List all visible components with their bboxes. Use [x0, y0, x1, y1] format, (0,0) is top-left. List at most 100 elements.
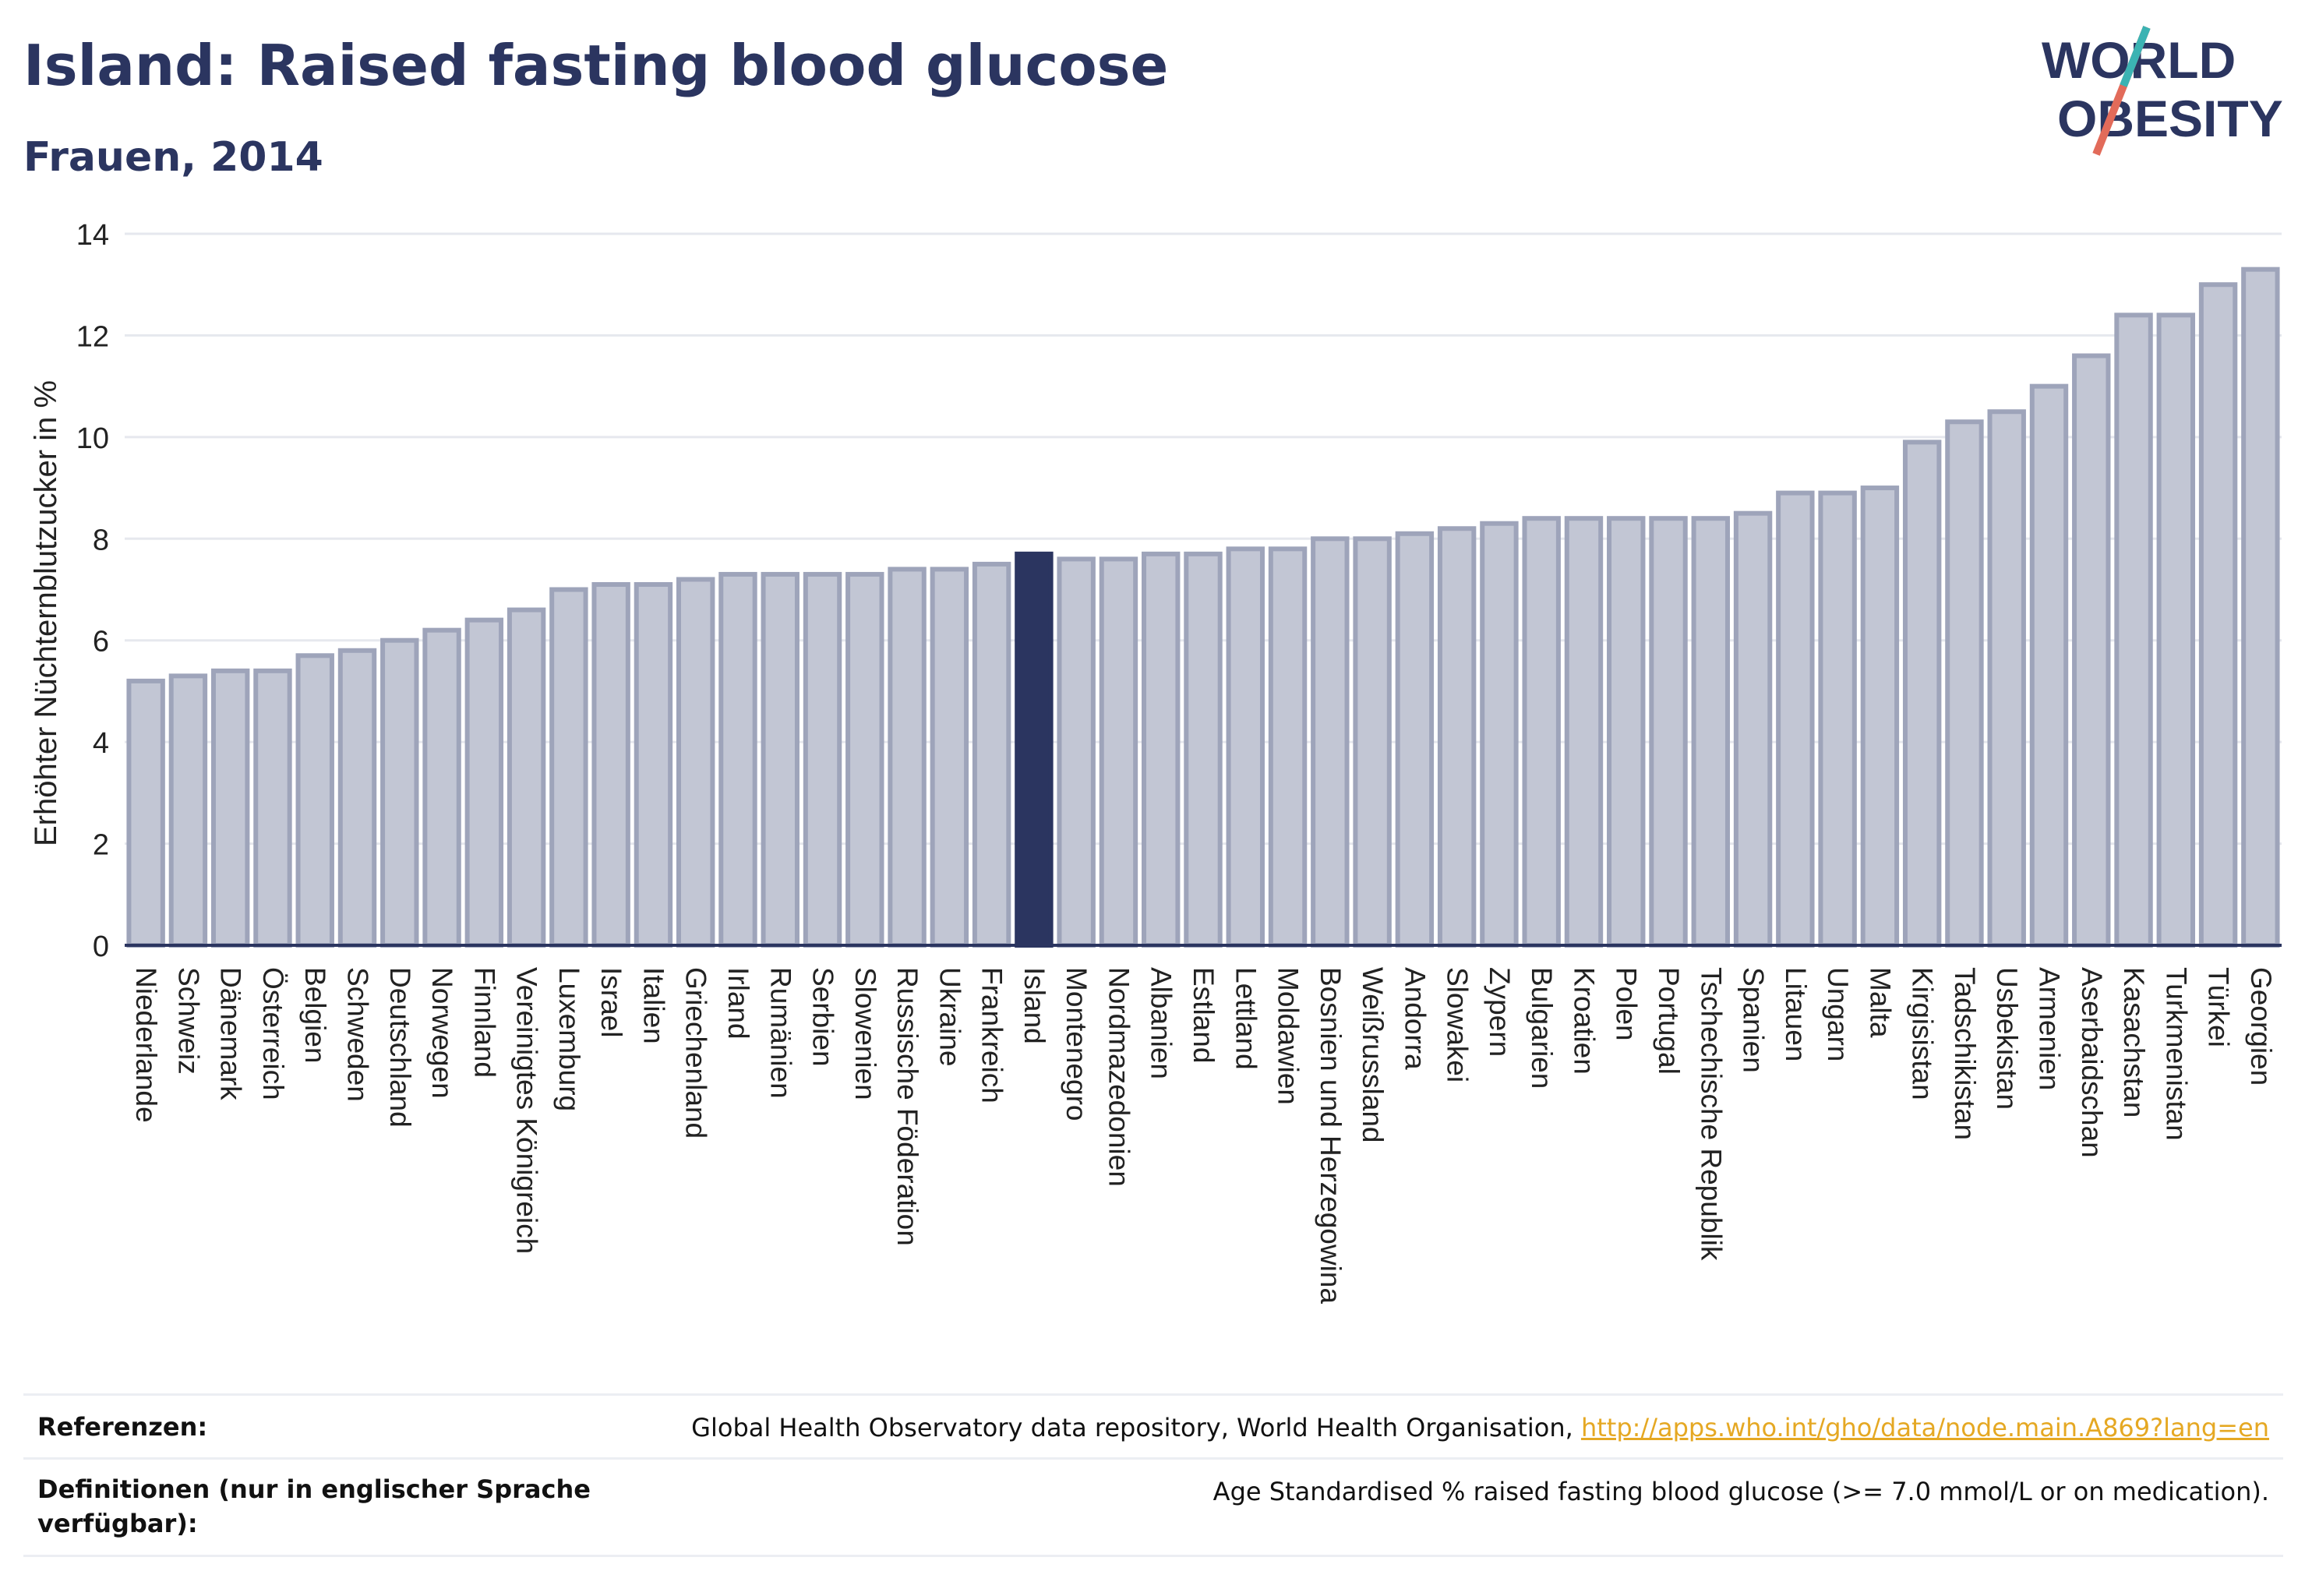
x-tick-label: Malta — [1864, 967, 1896, 1038]
y-tick-label: 4 — [93, 727, 109, 760]
bar — [507, 607, 546, 948]
references-link[interactable]: http://apps.who.int/gho/data/node.main.A… — [1580, 1413, 2269, 1442]
bar — [1353, 536, 1392, 948]
bar — [168, 673, 208, 948]
bar — [253, 668, 292, 948]
bar — [1057, 556, 1096, 948]
bar — [1607, 516, 1646, 948]
x-tick-label: Kroatien — [1568, 967, 1600, 1075]
definitions-label: Definitionen (nur in englischer Sprache … — [37, 1474, 591, 1538]
bar — [1099, 556, 1138, 948]
world-obesity-logo: WORLD OBESITY — [2042, 26, 2283, 156]
logo-line2: OBESITY — [2057, 90, 2283, 147]
x-tick-label: Estland — [1188, 967, 1220, 1063]
bar — [1987, 409, 2026, 948]
definitions-value: Age Standardised % raised fasting blood … — [1213, 1477, 2269, 1506]
bar — [718, 571, 757, 948]
x-tick-label: Deutschland — [384, 967, 416, 1128]
x-tick-label: Luxemburg — [553, 967, 585, 1111]
y-tick-label: 0 — [93, 930, 109, 963]
bar — [972, 561, 1011, 948]
bar — [1226, 546, 1265, 948]
x-tick-label: Zypern — [1484, 967, 1516, 1057]
bar — [337, 648, 377, 948]
bar — [888, 567, 927, 948]
bar — [1564, 516, 1604, 948]
bar — [1015, 551, 1054, 948]
bar — [1776, 490, 1815, 948]
bar — [210, 668, 250, 948]
logo-slash-teal — [2120, 26, 2151, 87]
x-tick-label: Niederlande — [130, 967, 162, 1123]
y-axis-label: Erhöhter Nüchternblutzucker in % — [29, 380, 63, 846]
bar — [930, 567, 969, 948]
bar — [1395, 531, 1435, 948]
x-tick-label: Lettland — [1230, 967, 1262, 1070]
x-tick-label: Rumänien — [764, 967, 796, 1099]
bar — [1818, 490, 1857, 948]
bar — [1268, 546, 1308, 948]
x-tick-label: Polen — [1611, 967, 1643, 1041]
bar — [464, 617, 504, 948]
x-tick-label: Slowenien — [849, 967, 881, 1100]
x-tick-label: Russische Föderation — [891, 967, 923, 1246]
bar — [761, 571, 800, 948]
x-tick-label: Irland — [722, 967, 754, 1040]
references-row: Referenzen: Global Health Observatory da… — [23, 1393, 2283, 1460]
bar-chart: 0 2 4 6 8 10 12 14 Niederlande Schweiz Dänemark Öst… — [29, 219, 2282, 1304]
bar — [634, 581, 673, 948]
chart-title: Island: Raised fasting blood glucose — [23, 33, 1169, 98]
bar — [549, 587, 588, 948]
references-label: Referenzen: — [37, 1412, 208, 1442]
x-tick-label: Dänemark — [215, 967, 247, 1100]
y-tick-label: 2 — [93, 829, 109, 862]
x-tick-label: Andorra — [1399, 967, 1431, 1070]
bar — [295, 653, 334, 948]
axes: 0 2 4 6 8 10 12 14 Niederlande Schweiz Dänemark Öst… — [76, 219, 2282, 1304]
x-tick-label: Italien — [637, 967, 669, 1044]
bar — [1649, 516, 1688, 948]
bar — [1691, 516, 1731, 948]
bar — [1945, 419, 1984, 948]
bar — [1733, 510, 1773, 948]
x-tick-label: Ukraine — [934, 967, 965, 1067]
bar — [1184, 551, 1223, 948]
x-tick-label: Bosnien und Herzegowina — [1315, 967, 1347, 1304]
x-tick-label: Aserbaidschan — [2076, 967, 2108, 1158]
x-tick-label: Spanien — [1738, 967, 1770, 1073]
bar — [676, 577, 715, 948]
definitions-row: Definitionen (nur in englischer Sprache … — [23, 1457, 2283, 1557]
bar — [2029, 383, 2069, 948]
x-tick-label: Litauen — [1780, 967, 1812, 1061]
x-tick-label: Portugal — [1653, 967, 1685, 1075]
x-tick-label: Österreich — [257, 967, 289, 1100]
x-tick-label: Tschechische Republik — [1695, 967, 1727, 1261]
bar — [1480, 521, 1519, 948]
x-tick-label: Schweiz — [172, 967, 204, 1075]
x-tick-label: Slowakei — [1442, 967, 1474, 1082]
x-tick-label: Turkmenistan — [2160, 967, 2192, 1141]
x-tick-label: Island — [1018, 967, 1050, 1044]
y-tick-label: 8 — [93, 524, 109, 556]
y-tick-label: 14 — [76, 219, 109, 252]
bar — [1902, 440, 1942, 948]
x-tick-label: Montenegro — [1061, 967, 1092, 1121]
x-tick-label: Norwegen — [426, 967, 458, 1099]
x-tick-label: Vereinigtes Königreich — [511, 967, 543, 1254]
references-value: Global Health Observatory data repositor… — [691, 1413, 2269, 1442]
bar — [591, 581, 630, 948]
x-tick-label: Georgien — [2245, 967, 2277, 1086]
x-tick-label: Usbekistan — [1991, 967, 2023, 1110]
bar — [2198, 282, 2238, 948]
x-tick-label: Kasachstan — [2118, 967, 2150, 1118]
x-tick-label: Tadschikistan — [1949, 967, 1981, 1140]
y-tick-label: 10 — [76, 422, 109, 455]
bars — [126, 267, 2280, 948]
x-tick-label: Weißrussland — [1357, 967, 1389, 1143]
bar — [1311, 536, 1350, 948]
bar — [380, 637, 419, 948]
x-tick-label: Moldawien — [1273, 967, 1304, 1105]
x-tick-label: Schweden — [342, 967, 374, 1102]
bar — [2114, 312, 2153, 948]
x-tick-label: Griechenland — [680, 967, 712, 1139]
